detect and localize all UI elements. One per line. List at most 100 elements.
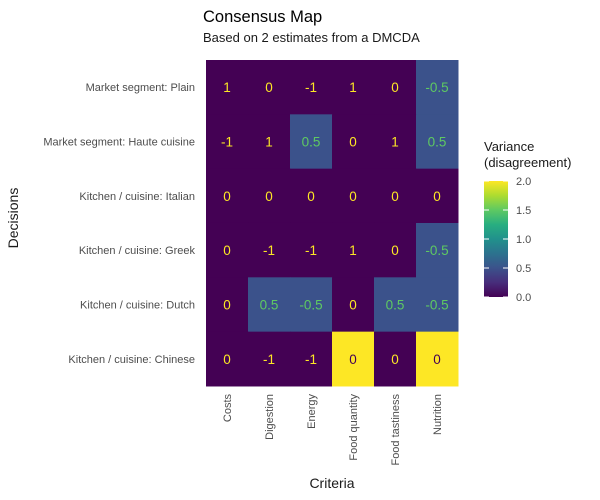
heatmap-cell bbox=[248, 222, 291, 278]
heatmap-cell bbox=[374, 60, 417, 115]
cell-value-label: 1 bbox=[223, 80, 231, 95]
cell-value-label: -0.5 bbox=[425, 80, 448, 95]
cell-value-label: 0 bbox=[391, 352, 399, 367]
y-tick-label: Market segment: Haute cuisine bbox=[43, 136, 195, 148]
cell-value-label: 0 bbox=[349, 134, 357, 149]
heatmap-cell bbox=[248, 168, 291, 224]
heatmap-cell bbox=[206, 331, 249, 387]
cell-value-label: -0.5 bbox=[425, 297, 448, 312]
cell-value-label: 0 bbox=[349, 352, 357, 367]
heatmap-cell bbox=[332, 222, 375, 278]
heatmap-cell bbox=[206, 168, 249, 224]
legend-tick-label: 0.0 bbox=[516, 292, 531, 304]
y-tick-label: Kitchen / cuisine: Dutch bbox=[80, 299, 195, 311]
heatmap-cell bbox=[290, 114, 333, 170]
heatmap-cell bbox=[290, 277, 333, 333]
cell-value-label: 0 bbox=[223, 352, 231, 367]
legend-tick-label: 1.5 bbox=[516, 205, 531, 217]
heatmap-cell bbox=[248, 331, 291, 387]
heatmap-cell bbox=[290, 331, 333, 387]
color-legend: Variance (disagreement) 0.0 0.5 1.0 1.5 2.0 bbox=[484, 139, 571, 304]
heatmap-cell bbox=[416, 331, 459, 387]
heatmap-cell bbox=[206, 222, 249, 278]
cell-value-label: 0 bbox=[223, 189, 231, 204]
chart-subtitle: Based on 2 estimates from a DMCDA bbox=[203, 30, 420, 45]
heatmap-cell bbox=[332, 114, 375, 170]
cell-value-label: -0.5 bbox=[299, 297, 322, 312]
heatmap-cell bbox=[290, 60, 333, 115]
cell-value-label: 1 bbox=[349, 80, 357, 95]
cell-value-label: 0 bbox=[433, 352, 441, 367]
heatmap-cell bbox=[416, 60, 459, 115]
y-tick-label: Kitchen / cuisine: Italian bbox=[79, 191, 195, 203]
heatmap-cell bbox=[248, 277, 291, 333]
cell-value-label: 0 bbox=[223, 243, 231, 258]
legend-tick-label: 2.0 bbox=[516, 176, 531, 188]
cell-value-label: -1 bbox=[305, 243, 317, 258]
cell-value-label: 0 bbox=[433, 189, 441, 204]
x-tick-label: Energy bbox=[306, 393, 318, 428]
cell-value-label: 0 bbox=[349, 297, 357, 312]
y-axis-title: Decisions bbox=[5, 188, 21, 249]
legend-title-line-1: Variance bbox=[484, 139, 534, 154]
heatmap-cell bbox=[290, 168, 333, 224]
heatmap-cell bbox=[248, 114, 291, 170]
heatmap-cell bbox=[332, 277, 375, 333]
legend-ticks: 0.0 0.5 1.0 1.5 2.0 bbox=[484, 176, 531, 304]
x-tick-label: Costs bbox=[222, 393, 234, 422]
heatmap-cell bbox=[416, 277, 459, 333]
cell-value-label: 0 bbox=[349, 189, 357, 204]
y-tick-label: Kitchen / cuisine: Chinese bbox=[68, 354, 195, 366]
heatmap-cell bbox=[374, 222, 417, 278]
cell-value-label: -1 bbox=[263, 352, 275, 367]
heatmap-cell bbox=[290, 222, 333, 278]
cell-value-label: 0 bbox=[307, 189, 315, 204]
heatmap-cell bbox=[374, 331, 417, 387]
legend-tick-label: 0.5 bbox=[516, 263, 531, 275]
cell-value-label: 0 bbox=[265, 189, 273, 204]
x-tick-label: Food quantity bbox=[348, 393, 360, 460]
heatmap-cell bbox=[206, 277, 249, 333]
x-tick-label: Digestion bbox=[264, 394, 276, 440]
heatmap-cell bbox=[374, 114, 417, 170]
cell-value-label: 0 bbox=[391, 243, 399, 258]
heatmap-cell bbox=[416, 168, 459, 224]
heatmap-cell bbox=[332, 60, 375, 115]
cell-value-label: 0.5 bbox=[260, 297, 279, 312]
y-axis-ticks: Market segment: Plain Market segment: Hau… bbox=[43, 82, 195, 366]
x-tick-label: Nutrition bbox=[432, 394, 444, 435]
cell-value-label: 0.5 bbox=[302, 134, 321, 149]
legend-title-line-2: (disagreement) bbox=[484, 155, 571, 170]
heatmap-cell bbox=[248, 60, 291, 115]
heatmap-cell bbox=[332, 168, 375, 224]
y-tick-label: Kitchen / cuisine: Greek bbox=[79, 245, 196, 257]
heatmap-cell bbox=[332, 331, 375, 387]
cell-value-label: 1 bbox=[265, 134, 273, 149]
cell-value-label: -1 bbox=[221, 134, 233, 149]
heatmap-cell bbox=[374, 168, 417, 224]
cell-value-label: 0 bbox=[391, 189, 399, 204]
heatmap-cells bbox=[206, 60, 459, 387]
cell-value-label: 0.5 bbox=[428, 134, 447, 149]
cell-value-label: 0.5 bbox=[386, 297, 405, 312]
x-axis-title: Criteria bbox=[309, 475, 354, 491]
cell-value-label: -1 bbox=[305, 80, 317, 95]
heatmap-cell bbox=[416, 114, 459, 170]
heatmap-cell bbox=[206, 114, 249, 170]
cell-value-label: -1 bbox=[263, 243, 275, 258]
y-tick-label: Market segment: Plain bbox=[86, 82, 195, 94]
cell-value-label: 0 bbox=[391, 80, 399, 95]
x-tick-label: Food tastiness bbox=[390, 393, 402, 465]
heatmap-cell bbox=[206, 60, 249, 115]
cell-value-label: 1 bbox=[349, 243, 357, 258]
cell-value-label: -1 bbox=[305, 352, 317, 367]
heatmap-cell bbox=[416, 222, 459, 278]
cell-value-label: 1 bbox=[391, 134, 399, 149]
heatmap-cell bbox=[374, 277, 417, 333]
heatmap-cell-labels: 1 0 -1 1 0 -0.5 -1 1 0.5 0 1 0.5 0 0 0 0 0 0 0 -1 -1 1 0 -0.5 0 0… bbox=[221, 80, 449, 367]
cell-value-label: -0.5 bbox=[425, 243, 448, 258]
cell-value-label: 0 bbox=[265, 80, 273, 95]
chart-title: Consensus Map bbox=[203, 8, 322, 26]
cell-value-label: 0 bbox=[223, 297, 231, 312]
